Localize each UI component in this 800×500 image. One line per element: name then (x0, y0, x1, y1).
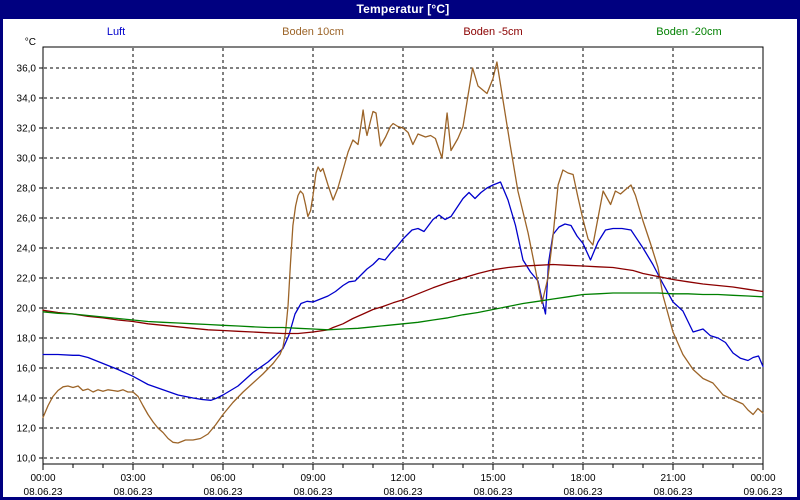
x-tick-date-label: 08.06.23 (294, 487, 333, 498)
series-boden--5cm (42, 263, 764, 335)
x-tick-time-label: 09:00 (300, 473, 325, 484)
axis-labels: 36,0 34,0 32,0 30,0 28,0 26,0 24,0 22,0 20,0 18,0… (17, 37, 783, 498)
series-luft (42, 181, 764, 401)
legend-item-boden-20cm: Boden -20cm (656, 26, 722, 38)
y-tick-label: 20,0 (17, 304, 37, 315)
x-tick-time-label: 21:00 (660, 473, 685, 484)
y-tick-label: 32,0 (17, 124, 37, 135)
x-tick-time-label: 03:00 (120, 473, 145, 484)
legend-item-boden-5cm: Boden -5cm (463, 26, 523, 38)
y-axis-unit-label: °C (25, 37, 36, 48)
x-tick-date-label: 08.06.23 (474, 487, 513, 498)
y-tick-label: 14,0 (17, 394, 37, 405)
legend-item-luft: Luft (106, 26, 126, 38)
x-tick-time-label: 00:00 (30, 473, 55, 484)
y-tick-label: 24,0 (17, 244, 37, 255)
x-tick-date-label: 08.06.23 (564, 487, 603, 498)
y-tick-label: 34,0 (17, 94, 37, 105)
y-tick-label: 16,0 (17, 364, 37, 375)
x-tick-date-label: 08.06.23 (204, 487, 243, 498)
x-tick-date-label: 08.06.23 (24, 487, 63, 498)
x-tick-time-label: 12:00 (390, 473, 415, 484)
series-boden--20cm (42, 292, 764, 331)
y-tick-label: 22,0 (17, 274, 37, 285)
x-tick-time-label: 06:00 (210, 473, 235, 484)
window-title: Temperatur [°C] (356, 2, 450, 16)
x-tick-date-label: 08.06.23 (114, 487, 153, 498)
y-tick-label: 12,0 (17, 424, 37, 435)
x-tick-time-label: 00:00 (750, 473, 775, 484)
axis-ticks (39, 67, 764, 470)
series-boden-10cm (42, 61, 764, 444)
y-tick-label: 10,0 (17, 454, 37, 465)
y-tick-label: 18,0 (17, 334, 37, 345)
legend-item-boden-10cm: Boden 10cm (282, 26, 344, 38)
x-tick-time-label: 18:00 (570, 473, 595, 484)
y-tick-label: 30,0 (17, 154, 37, 165)
x-tick-date-label: 09.06.23 (744, 487, 783, 498)
x-tick-date-label: 08.06.23 (384, 487, 423, 498)
window-titlebar: Temperatur [°C] (3, 2, 797, 19)
y-tick-label: 28,0 (17, 184, 37, 195)
x-tick-time-label: 15:00 (480, 473, 505, 484)
y-tick-label: 36,0 (17, 64, 37, 75)
x-tick-date-label: 08.06.23 (654, 487, 693, 498)
y-tick-label: 26,0 (17, 214, 37, 225)
